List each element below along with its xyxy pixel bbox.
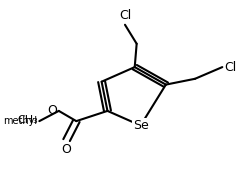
Text: O: O — [62, 143, 71, 156]
Text: methyl: methyl — [3, 116, 37, 126]
Text: Cl: Cl — [119, 9, 131, 22]
Text: CH₃: CH₃ — [18, 115, 38, 125]
Text: Se: Se — [133, 119, 148, 132]
Text: Cl: Cl — [224, 61, 237, 74]
Text: O: O — [47, 104, 57, 117]
